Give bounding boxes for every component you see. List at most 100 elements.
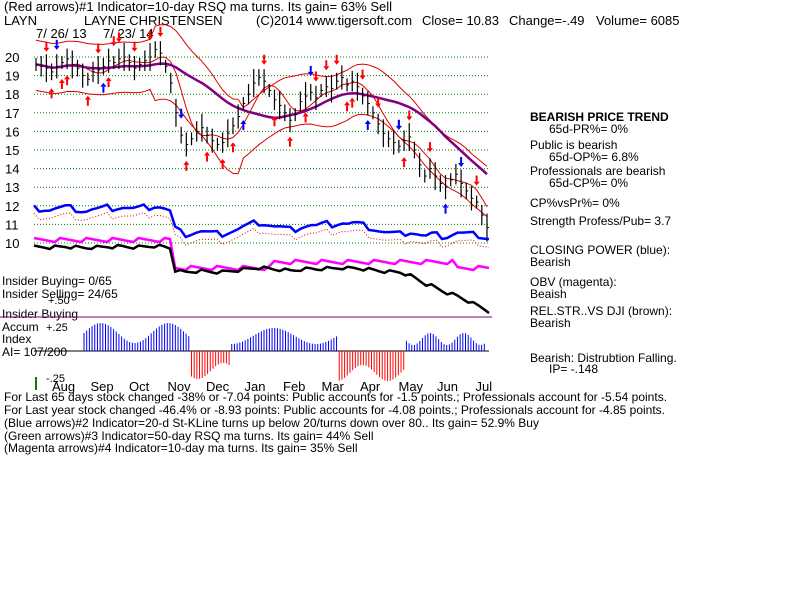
arrow-head bbox=[229, 142, 236, 147]
long-ma bbox=[35, 62, 488, 176]
arrow-head bbox=[395, 125, 402, 130]
red-sell-arrow bbox=[43, 41, 50, 52]
signal-arrows bbox=[43, 26, 480, 214]
blue-buy-arrow bbox=[458, 157, 465, 168]
arrow-head bbox=[100, 82, 107, 87]
red-sell-arrow bbox=[312, 71, 319, 82]
arrow-head bbox=[401, 157, 408, 162]
blue-buy-arrow bbox=[100, 82, 107, 93]
blue-buy-arrow bbox=[364, 119, 371, 130]
price-tick-18: 18 bbox=[5, 87, 19, 102]
change-value: Change=-.49 bbox=[509, 13, 585, 28]
indicator-4-title: (Magenta arrows)#4 Indicator=10-day ma t… bbox=[4, 441, 358, 455]
arrow-head bbox=[48, 88, 55, 93]
red-sell-arrow bbox=[115, 32, 122, 43]
price-tick-10: 10 bbox=[5, 236, 19, 251]
month-label-aug: Aug bbox=[52, 379, 75, 394]
pros-title: Professionals are bearish bbox=[530, 164, 665, 178]
red-sell-arrow bbox=[426, 142, 433, 153]
arrow-head bbox=[302, 112, 309, 117]
red-sell-arrow bbox=[375, 97, 382, 108]
relstr-value: Bearish bbox=[530, 316, 571, 330]
start-date-label: 7/ 26/ 13 bbox=[36, 26, 87, 41]
arrow-head bbox=[287, 136, 294, 141]
obv-title: OBV (magenta): bbox=[530, 275, 617, 289]
accum-label: Accum bbox=[2, 320, 39, 334]
price-tick-19: 19 bbox=[5, 69, 19, 84]
price-bands bbox=[35, 24, 488, 217]
indicator-2-title: (Blue arrows)#2 Indicator=20-d St-KLine … bbox=[4, 416, 539, 430]
red-up-arrow bbox=[271, 116, 278, 127]
summary-last-year: For Last year stock changed -46.4% or -8… bbox=[4, 403, 665, 417]
red-up-arrow bbox=[58, 79, 65, 90]
price-tick-14: 14 bbox=[5, 162, 19, 177]
red-sell-arrow bbox=[359, 69, 366, 80]
month-label-may: May bbox=[399, 379, 424, 394]
arrow-head bbox=[53, 45, 60, 50]
accum-axis-minus: -.25 bbox=[46, 373, 65, 385]
copyright: (C)2014 www.tigersoft.com bbox=[256, 13, 412, 28]
arrow-head bbox=[219, 159, 226, 164]
arrow-head bbox=[131, 47, 138, 52]
arrow-head bbox=[204, 151, 211, 156]
arrow-head bbox=[349, 97, 356, 102]
arrow-head bbox=[84, 95, 91, 100]
upper-band bbox=[35, 24, 488, 167]
red-sell-arrow bbox=[157, 26, 164, 37]
month-label-mar: Mar bbox=[322, 379, 345, 394]
price-axis: 20 19 18 17 16 15 14 13 12 11 10 bbox=[5, 50, 19, 251]
public-title: Public is bearish bbox=[530, 138, 617, 152]
company-name: LAYNE CHRISTENSEN bbox=[84, 13, 222, 28]
price-tick-13: 13 bbox=[5, 180, 19, 195]
month-label-jul: Jul bbox=[476, 379, 493, 394]
indicator-lines bbox=[33, 203, 490, 315]
arrow-head bbox=[95, 49, 102, 54]
red-up-arrow bbox=[84, 95, 91, 106]
summary-65-days: For Last 65 days stock changed -38% or -… bbox=[4, 390, 667, 404]
volume-value: Volume= 6085 bbox=[596, 13, 679, 28]
strength-value: Strength Profess/Pub= 3.7 bbox=[530, 214, 671, 228]
arrow-head bbox=[178, 114, 185, 119]
month-label-jan: Jan bbox=[245, 379, 266, 394]
arrow-head bbox=[64, 75, 71, 80]
price-bars bbox=[35, 41, 489, 242]
op-value: 65d-OP%= 6.8% bbox=[549, 150, 639, 164]
red-up-arrow bbox=[229, 142, 236, 153]
arrow-head bbox=[183, 160, 190, 165]
month-label-dec: Dec bbox=[206, 379, 230, 394]
arrow-head bbox=[240, 119, 247, 124]
red-sell-arrow bbox=[333, 54, 340, 65]
arrow-head bbox=[473, 181, 480, 186]
arrow-head bbox=[344, 101, 351, 106]
arrow-head bbox=[261, 60, 268, 65]
cpvspr-value: CP%vsPr%= 0% bbox=[530, 196, 620, 210]
obv-line bbox=[33, 236, 490, 272]
arrow-head bbox=[110, 42, 117, 47]
right-panel: BEARISH PRICE TREND 65d-PR%= 0% Public i… bbox=[530, 110, 677, 376]
red-up-arrow bbox=[219, 159, 226, 170]
accum-axis-plus: +.25 bbox=[46, 322, 68, 334]
arrow-head bbox=[271, 116, 278, 121]
red-up-arrow bbox=[287, 136, 294, 147]
red-up-arrow bbox=[64, 75, 71, 86]
red-up-arrow bbox=[344, 101, 351, 112]
red-sell-arrow bbox=[323, 60, 330, 71]
red-sell-arrow bbox=[406, 110, 413, 121]
closing-power-value: Bearish bbox=[530, 255, 571, 269]
ai-value: AI= 107/200 bbox=[2, 345, 67, 359]
price-tick-15: 15 bbox=[5, 143, 19, 158]
red-up-arrow bbox=[105, 77, 112, 88]
arrow-head bbox=[58, 79, 65, 84]
red-sell-arrow bbox=[261, 54, 268, 65]
index-label: Index bbox=[2, 332, 31, 346]
arrow-head bbox=[323, 66, 330, 71]
red-sell-arrow bbox=[95, 43, 102, 54]
end-date-label: 7/ 23/ 14 bbox=[103, 26, 154, 41]
red-up-arrow bbox=[204, 151, 211, 162]
price-tick-16: 16 bbox=[5, 124, 19, 139]
relstr-line bbox=[33, 243, 490, 315]
red-sell-arrow bbox=[473, 175, 480, 186]
arrow-head bbox=[426, 148, 433, 153]
red-up-arrow bbox=[302, 112, 309, 123]
month-label-nov: Nov bbox=[168, 379, 192, 394]
